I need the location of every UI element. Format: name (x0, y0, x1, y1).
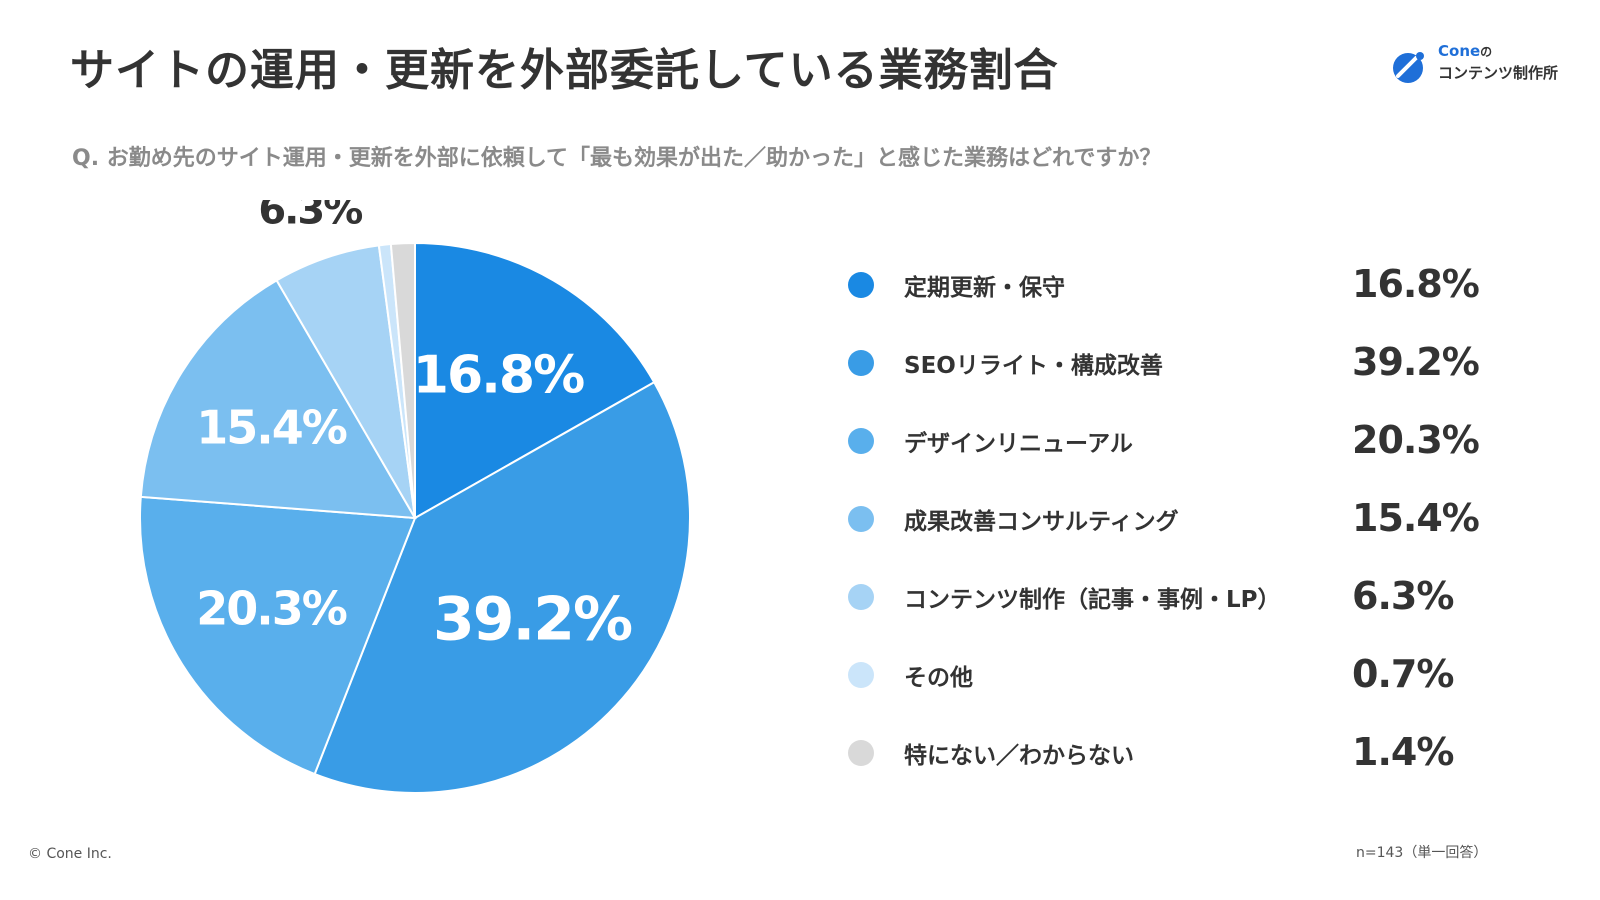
legend-item-maintenance: 定期更新・保守 16.8% (848, 262, 1548, 340)
chart-title: サイトの運用・更新を外部委託している業務割合 (70, 45, 1059, 96)
legend-value: 0.7% (1352, 652, 1454, 696)
pie-slice-none (389, 241, 416, 519)
legend-dot-icon (848, 740, 874, 766)
pie-slice-maintenance (414, 241, 656, 520)
legend-label: その他 (904, 665, 973, 691)
logo-subtitle: コンテンツ制作所 (1438, 64, 1559, 82)
legend-dot-icon (848, 272, 874, 298)
pie-slice-seo-rewrite (313, 380, 691, 794)
legend-value: 16.8% (1352, 262, 1480, 306)
pie-chart: 16.8% 39.2% 20.3% 15.4% 6.3% (139, 200, 691, 794)
legend-value: 39.2% (1352, 340, 1480, 384)
legend-value: 6.3% (1352, 574, 1454, 618)
pie-label-consulting: 15.4% (196, 401, 346, 455)
legend-dot-icon (848, 350, 874, 376)
survey-question: Q. お勤め先のサイト運用・更新を外部に依頼して「最も効果が出た／助かった」と感… (72, 146, 1162, 171)
pie-label-seo-rewrite: 39.2% (433, 585, 632, 655)
pie-label-content-production: 6.3% (258, 200, 362, 234)
legend-value: 1.4% (1352, 730, 1454, 774)
cone-logo: Coneの コンテンツ制作所 (1392, 42, 1592, 86)
sample-size-note: n=143（単一回答） (1356, 845, 1488, 861)
logo-brand-text: Cone (1438, 42, 1481, 60)
legend-item-design-renewal: デザインリニューアル 20.3% (848, 418, 1548, 496)
legend-item-none: 特にない／わからない 1.4% (848, 730, 1548, 808)
pie-slice-design-renewal (139, 495, 417, 776)
legend-label: 定期更新・保守 (904, 275, 1065, 301)
logo-particle: の (1480, 45, 1493, 59)
logo-brand: Coneの (1438, 42, 1492, 60)
legend-dot-icon (848, 584, 874, 610)
legend-item-seo-rewrite: SEOリライト・構成改善 39.2% (848, 340, 1548, 418)
legend-item-content-production: コンテンツ制作（記事・事例・LP） 6.3% (848, 574, 1548, 652)
legend-label: デザインリニューアル (904, 431, 1133, 457)
cone-logo-icon (1393, 52, 1424, 83)
legend-value: 15.4% (1352, 496, 1480, 540)
chart-legend: 定期更新・保守 16.8% SEOリライト・構成改善 39.2% デザインリニューアル 2… (848, 262, 1548, 808)
pie-label-maintenance: 16.8% (413, 345, 584, 405)
legend-label: 特にない／わからない (904, 743, 1134, 769)
legend-label: 成果改善コンサルティング (904, 509, 1179, 535)
legend-dot-icon (848, 428, 874, 454)
pie-slice-consulting (139, 278, 417, 520)
legend-dot-icon (848, 662, 874, 688)
legend-value: 20.3% (1352, 418, 1480, 462)
legend-label: コンテンツ制作（記事・事例・LP） (904, 587, 1281, 613)
pie-label-design-renewal: 20.3% (196, 581, 346, 635)
legend-label: SEOリライト・構成改善 (904, 353, 1163, 379)
legend-item-consulting: 成果改善コンサルティング 15.4% (848, 496, 1548, 574)
legend-item-other: その他 0.7% (848, 652, 1548, 730)
legend-dot-icon (848, 506, 874, 532)
copyright-text: © Cone Inc. (28, 846, 112, 862)
